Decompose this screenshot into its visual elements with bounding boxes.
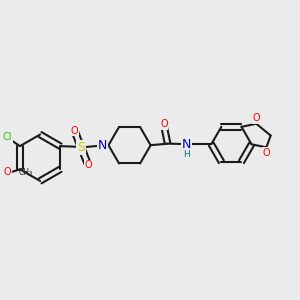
- Text: H: H: [184, 150, 190, 159]
- Text: O: O: [253, 113, 260, 123]
- Text: O: O: [70, 126, 78, 136]
- Text: O: O: [262, 148, 270, 158]
- Text: N: N: [182, 138, 191, 151]
- Text: O: O: [84, 160, 92, 170]
- Text: S: S: [77, 141, 85, 154]
- Text: O: O: [160, 119, 168, 129]
- Text: CH₃: CH₃: [18, 168, 33, 177]
- Text: Cl: Cl: [3, 133, 12, 142]
- Text: O: O: [4, 167, 11, 177]
- Text: N: N: [98, 139, 107, 152]
